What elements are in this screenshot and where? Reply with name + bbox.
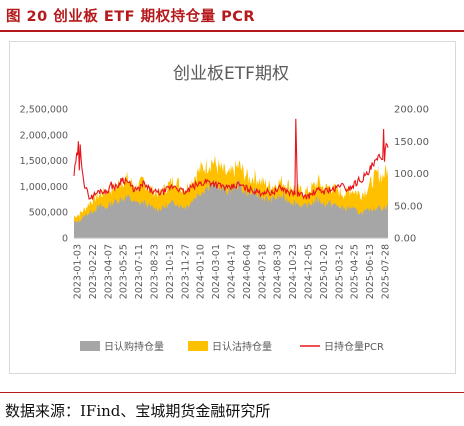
legend-put-label: 日认沽持仓量: [212, 340, 272, 353]
chart-svg: 创业板ETF期权 0 500,000 1,000,000 1,500,000 2,000,…: [20, 64, 429, 353]
x-tick-label: 2024-04-17: [227, 244, 238, 299]
series-call-area: [74, 178, 388, 238]
figure-title: 图 20 创业板 ETF 期权持仓量 PCR: [6, 5, 255, 26]
x-tick-label: 2025-01-20: [319, 244, 330, 299]
x-tick-label: 2025-06-13: [365, 244, 376, 299]
y-left-tick-label: 500,000: [29, 208, 68, 219]
y-left-tick-label: 2,000,000: [20, 130, 68, 141]
x-tick-label: 2024-12-05: [304, 244, 315, 299]
y-left-tick-label: 1,500,000: [20, 156, 68, 167]
y-right-tick-label: 200.00: [394, 105, 429, 116]
x-tick-label: 2024-03-01: [211, 244, 222, 299]
legend-call-swatch: [80, 341, 100, 351]
x-tick-label: 2023-04-07: [103, 244, 114, 299]
x-tick-label: 2024-07-18: [257, 244, 268, 299]
x-tick-label: 2023-11-27: [180, 244, 191, 299]
y-right-tick-label: 0.00: [394, 234, 416, 245]
legend-pcr-label: 日持仓量PCR: [324, 340, 384, 353]
x-tick-label: 2023-10-13: [165, 244, 176, 299]
chart-title: 创业板ETF期权: [173, 64, 289, 84]
x-tick-label: 2024-01-10: [196, 244, 207, 299]
figure-caption: 创业板 ETF 期权持仓量 PCR: [53, 9, 256, 25]
x-tick-label: 2023-08-23: [150, 244, 161, 299]
x-tick-label: 2025-07-28: [381, 244, 392, 299]
y-left-tick-label: 1,000,000: [20, 182, 68, 193]
x-tick-label: 2025-04-25: [350, 244, 361, 299]
x-tick-label: 2023-01-03: [73, 244, 84, 299]
x-tick-label: 2024-08-30: [273, 244, 284, 299]
source-rule: [0, 392, 464, 393]
x-tick-label: 2025-03-12: [334, 244, 345, 299]
legend-put-swatch: [188, 341, 208, 351]
figure-label: 图 20: [6, 9, 48, 25]
x-tick-label: 2023-02-22: [88, 244, 99, 299]
y-left-tick-label: 0: [62, 234, 68, 245]
x-tick-label: 2024-06-04: [242, 244, 253, 299]
y-right-tick-label: 100.00: [394, 169, 429, 180]
y-right-tick-label: 150.00: [394, 137, 429, 148]
x-tick-label: 2023-05-25: [119, 244, 130, 299]
title-rule: [0, 30, 464, 32]
chart-panel: 创业板ETF期权 0 500,000 1,000,000 1,500,000 2,000,…: [9, 41, 456, 374]
y-left-tick-label: 2,500,000: [20, 105, 68, 116]
legend-call-label: 日认购持仓量: [104, 340, 164, 353]
series-pcr-line: [73, 118, 389, 201]
source-note: 数据来源：IFind、宝城期货金融研究所: [5, 402, 271, 420]
x-tick-label: 2023-07-11: [134, 244, 145, 299]
x-tick-label: 2024-10-23: [288, 244, 299, 299]
y-right-tick-label: 50.00: [394, 201, 423, 212]
